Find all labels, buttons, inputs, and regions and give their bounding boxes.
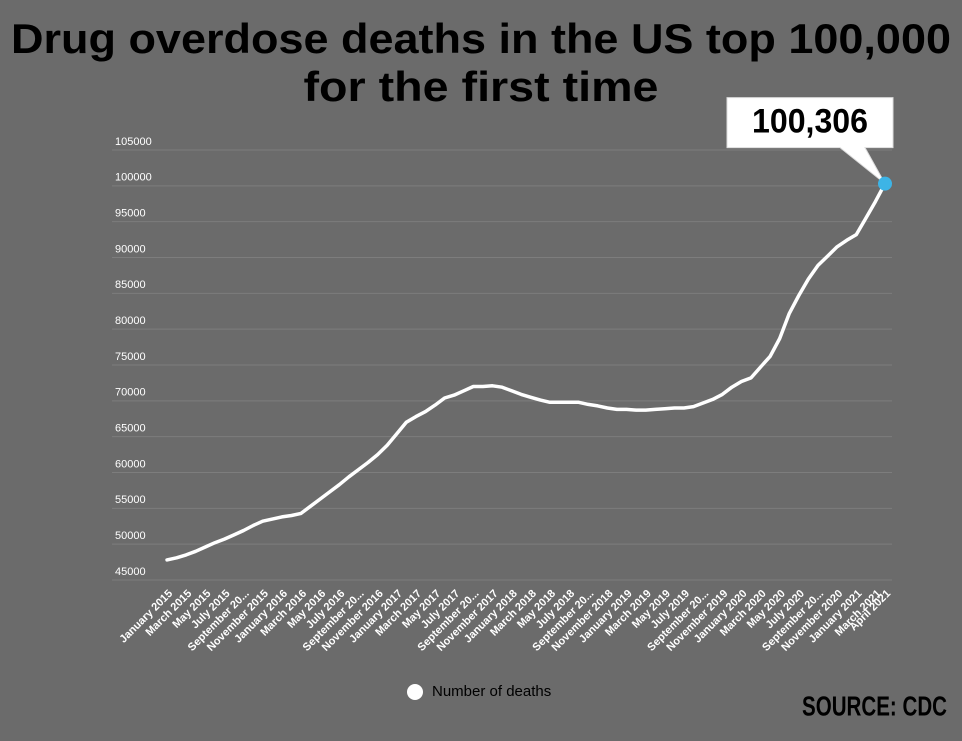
y-tick-label: 105000 xyxy=(115,136,152,148)
y-tick-label: 100000 xyxy=(115,172,152,184)
highlight-point xyxy=(878,176,892,191)
y-tick-label: 95000 xyxy=(115,208,146,220)
chart-title: for the first time xyxy=(304,63,659,110)
y-tick-label: 55000 xyxy=(115,494,146,506)
y-tick-label: 85000 xyxy=(115,279,146,291)
callout-label: 100,306 xyxy=(752,103,868,141)
y-tick-label: 90000 xyxy=(115,243,146,255)
data-line xyxy=(165,181,887,562)
y-tick-label: 75000 xyxy=(115,351,146,363)
legend-label: Number of deaths xyxy=(432,683,551,700)
y-tick-label: 50000 xyxy=(115,530,146,542)
y-tick-label: 80000 xyxy=(115,315,146,327)
y-tick-label: 45000 xyxy=(115,566,146,578)
y-tick-label: 70000 xyxy=(115,387,146,399)
y-tick-label: 60000 xyxy=(115,458,146,470)
callout-box xyxy=(726,97,894,185)
source: SOURCE: CDC xyxy=(802,690,947,721)
y-tick-label: 65000 xyxy=(115,423,146,435)
chart-title: Drug overdose deaths in the US top 100,0… xyxy=(11,15,951,62)
legend-marker xyxy=(407,684,423,700)
